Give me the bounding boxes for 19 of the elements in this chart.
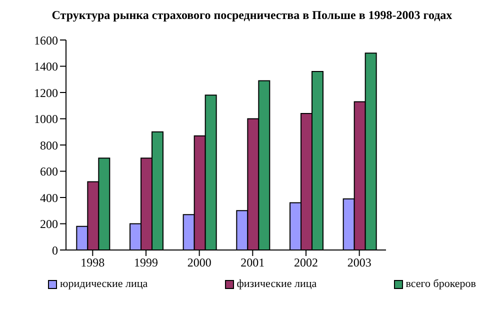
x-tick-label: 2003 <box>347 256 372 270</box>
y-tick-label: 800 <box>40 138 58 152</box>
y-tick-label: 400 <box>40 190 58 205</box>
x-tick-label: 2001 <box>240 256 265 270</box>
y-tick-label: 1000 <box>34 112 58 126</box>
y-tick-label: 200 <box>40 217 58 232</box>
x-tick-label: 1998 <box>80 256 105 270</box>
chart-title: Структура рынка страхового посредничества в Польше в 1998-2003 годах <box>50 8 454 24</box>
x-tick-label: 2000 <box>187 256 212 270</box>
y-tick-label: 1400 <box>34 60 58 74</box>
legend-label: юридические лица <box>59 278 148 290</box>
y-tick-label: 1600 <box>34 33 58 48</box>
x-tick-label: 2002 <box>294 256 318 270</box>
x-tick-label: 1999 <box>134 256 158 270</box>
y-tick-label: 0 <box>52 243 58 258</box>
y-tick-label: 600 <box>40 164 58 179</box>
legend-label: всего брокеров <box>404 278 476 290</box>
legend-label: физические лица <box>236 278 317 290</box>
y-tick-label: 1200 <box>34 86 58 100</box>
